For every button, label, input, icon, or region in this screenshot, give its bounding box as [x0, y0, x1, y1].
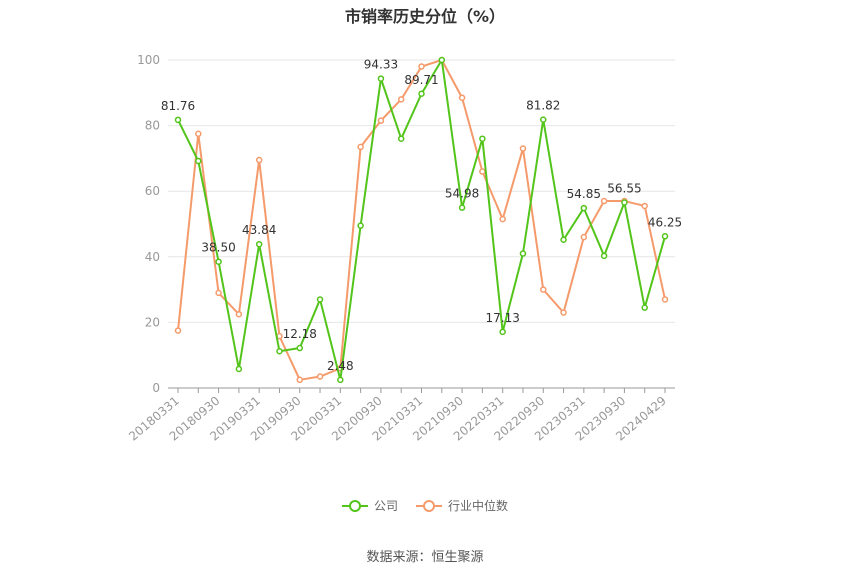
- series-point-0: [560, 236, 567, 243]
- series-point-0: [296, 344, 303, 352]
- data-label: 54.98: [445, 187, 479, 201]
- series-point-1: [235, 310, 243, 318]
- data-label: 46.25: [648, 215, 682, 229]
- data-label: 89.71: [404, 73, 438, 87]
- series-point-1: [397, 96, 405, 103]
- series-point-0: [661, 233, 669, 240]
- data-label: 2.48: [327, 359, 354, 373]
- y-tick-label: 20: [145, 315, 160, 329]
- series-point-1: [641, 202, 648, 210]
- data-labels: 81.76 38.50 43.84 12.18 2.48 94.33 89.71 54.98 1…: [161, 58, 682, 373]
- series-point-1: [418, 63, 425, 70]
- legend-item-company[interactable]: 公司: [341, 497, 398, 514]
- chart-title: 市销率历史分位（%）: [344, 7, 506, 26]
- data-label: 17.13: [485, 311, 519, 325]
- series-point-1: [600, 197, 608, 205]
- series-point-0: [641, 304, 648, 311]
- y-tick-label: 80: [145, 119, 160, 133]
- data-label: 81.76: [161, 99, 195, 113]
- data-label: 38.50: [201, 241, 235, 255]
- series-point-0: [235, 365, 243, 373]
- series-point-0: [174, 116, 182, 124]
- series-point-0: [540, 116, 547, 123]
- series-point-1: [316, 373, 324, 380]
- y-tick-label: 40: [145, 250, 160, 264]
- series-point-1: [540, 286, 547, 293]
- series-point-1: [499, 215, 506, 223]
- data-label: 54.85: [567, 187, 601, 201]
- series-point-0: [438, 56, 446, 64]
- y-tick-label: 100: [137, 53, 160, 67]
- data-label: 56.55: [607, 182, 641, 196]
- series-point-1: [174, 327, 182, 334]
- legend-marker-industry-median: [416, 499, 442, 512]
- series-point-1: [519, 145, 527, 152]
- series-layer: [174, 56, 669, 384]
- data-label: 94.33: [364, 58, 398, 72]
- legend: 公司 行业中位数: [0, 497, 850, 514]
- series-point-0: [458, 204, 466, 211]
- series-point-0: [377, 75, 385, 82]
- series-point-0: [499, 328, 506, 336]
- series-point-0: [357, 222, 364, 229]
- series-point-1: [195, 130, 202, 138]
- legend-marker-company: [341, 499, 368, 512]
- series-point-0: [255, 240, 263, 248]
- legend-label-industry-median: 行业中位数: [448, 499, 509, 513]
- series-point-0: [397, 135, 405, 142]
- series-point-0: [337, 376, 344, 384]
- y-tick-label: 60: [145, 184, 160, 198]
- series-point-0: [316, 296, 324, 303]
- series-point-1: [377, 117, 385, 124]
- series-point-1: [479, 168, 486, 175]
- data-source: 数据来源：恒生聚源: [366, 550, 484, 565]
- series-point-1: [357, 143, 364, 151]
- series-point-0: [276, 348, 283, 355]
- series-point-0: [195, 157, 202, 165]
- legend-item-industry-median[interactable]: 行业中位数: [416, 497, 508, 514]
- data-label: 43.84: [242, 223, 276, 237]
- data-label: 81.82: [526, 99, 560, 113]
- series-point-1: [560, 309, 567, 316]
- series-point-1: [215, 289, 222, 297]
- grid-lines: [168, 59, 675, 323]
- series-point-1: [255, 156, 263, 164]
- series-point-1: [296, 376, 303, 384]
- series-point-0: [418, 90, 425, 98]
- series-point-1: [580, 233, 588, 241]
- series-point-1: [661, 296, 669, 303]
- legend-label-company: 公司: [373, 499, 398, 513]
- series-point-0: [621, 199, 628, 206]
- series-point-0: [580, 204, 588, 212]
- series-point-0: [519, 250, 527, 257]
- series-point-1: [458, 94, 466, 101]
- series-point-0: [600, 252, 608, 260]
- series-point-0: [215, 258, 222, 265]
- series-line-1: [177, 59, 666, 381]
- series-point-0: [479, 135, 486, 142]
- data-label: 12.18: [283, 327, 317, 341]
- y-tick-label: 0: [152, 381, 160, 395]
